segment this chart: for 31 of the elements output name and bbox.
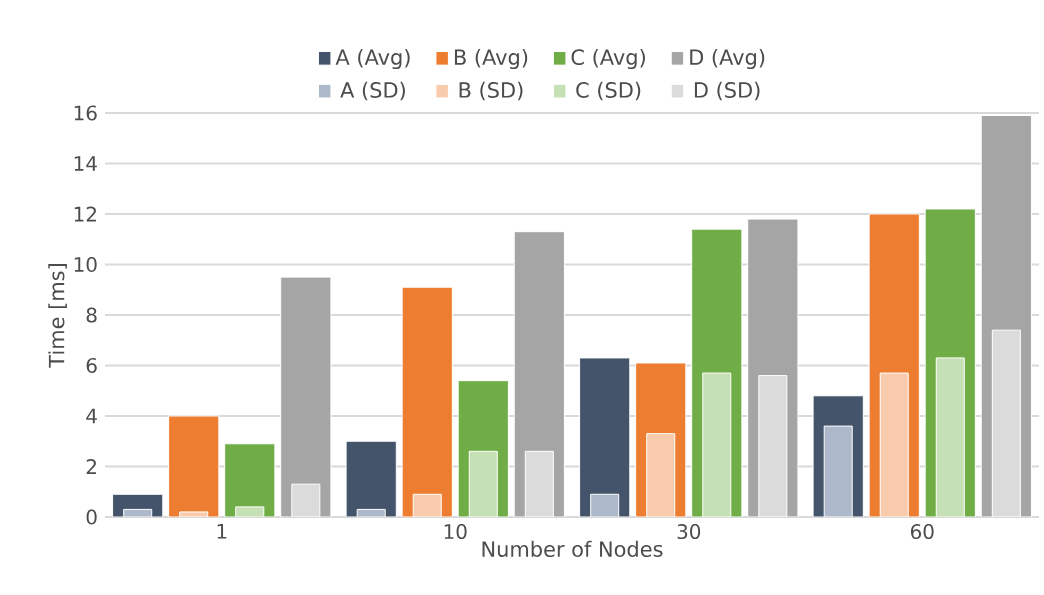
bar xyxy=(401,286,453,517)
y-tick-label: 10 xyxy=(74,256,97,273)
legend-label: D (Avg) xyxy=(690,48,765,70)
x-tick-label: 1 xyxy=(217,524,227,539)
y-tick-label: 6 xyxy=(86,357,97,374)
x-axis-title: Number of Nodes xyxy=(482,540,663,557)
y-tick-label: 0 xyxy=(86,509,97,525)
legend-label: A (Avg) xyxy=(335,48,410,70)
y-axis-title: Time [ms] xyxy=(48,264,67,368)
legend-label: C (SD) xyxy=(576,81,641,101)
bar xyxy=(224,443,276,517)
y-tick-label: 4 xyxy=(86,408,97,424)
x-tick-label: 30 xyxy=(677,524,701,540)
bar xyxy=(991,329,1021,517)
bar xyxy=(823,425,853,517)
legend-label: B (SD) xyxy=(459,81,523,101)
y-tick-label: 16 xyxy=(74,105,97,121)
x-tick-label: 60 xyxy=(910,524,934,540)
legend-label: D (SD) xyxy=(694,81,760,101)
legend-label: B (Avg) xyxy=(454,48,528,70)
legend-label: C (Avg) xyxy=(571,48,645,70)
bar xyxy=(758,375,788,517)
bar xyxy=(524,450,554,517)
y-tick-label: 14 xyxy=(74,156,97,171)
legend-label: A (SD) xyxy=(340,81,405,101)
y-tick-label: 2 xyxy=(86,459,96,474)
bar xyxy=(168,415,220,517)
y-tick-label: 12 xyxy=(74,206,96,222)
bar xyxy=(291,483,321,517)
y-tick-label: 8 xyxy=(86,307,97,323)
x-tick-label: 10 xyxy=(444,524,467,540)
